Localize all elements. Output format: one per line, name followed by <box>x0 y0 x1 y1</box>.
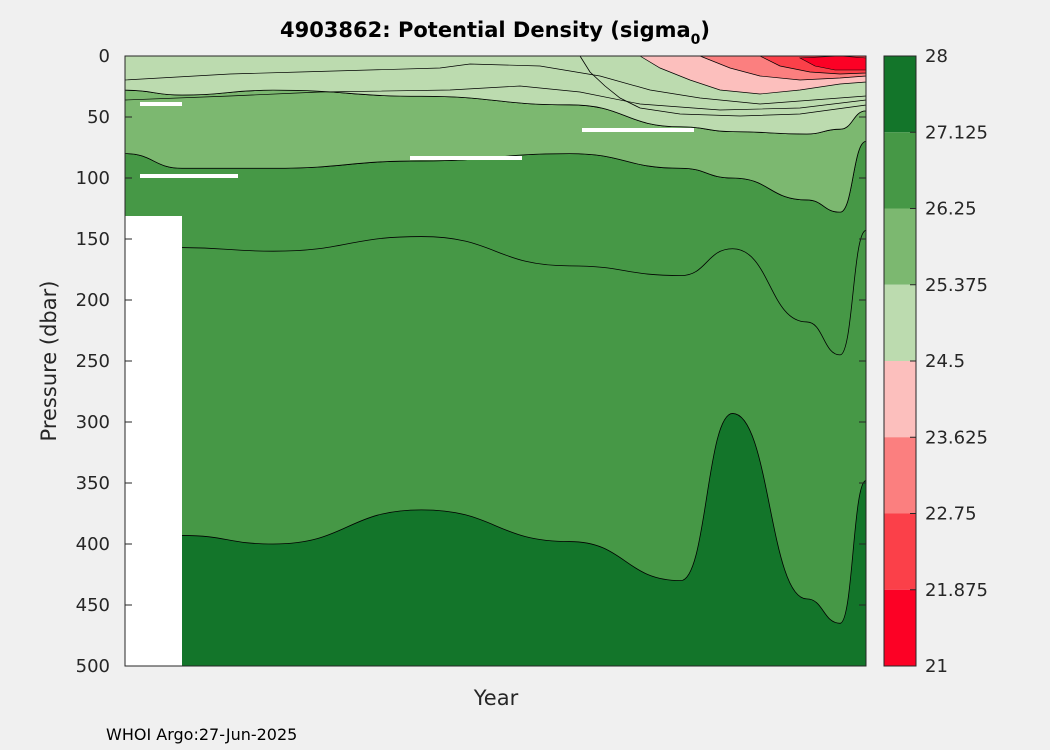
colorbar-segment <box>884 56 916 133</box>
colorbar-segment <box>884 437 916 514</box>
colorbar-segment <box>884 513 916 590</box>
y-tick-label: 150 <box>76 229 110 250</box>
colorbar-segment <box>884 208 916 285</box>
y-tick-label: 0 <box>99 46 110 67</box>
y-tick-label: 400 <box>76 534 110 555</box>
isopycnal-contour-lines <box>124 63 867 111</box>
colorbar-tick-label: 28 <box>925 46 948 67</box>
colorbar-segment <box>884 284 916 361</box>
y-tick-label: 450 <box>76 595 110 616</box>
isopycnal-26-25-line <box>182 230 867 356</box>
colorbar-tick-label: 24.5 <box>925 351 965 372</box>
y-tick-label: 300 <box>76 412 110 433</box>
footer-credit: WHOI Argo:27-Jun-2025 <box>106 725 298 744</box>
y-tick-label: 350 <box>76 473 110 494</box>
colorbar-tick-label: 27.125 <box>925 122 988 143</box>
y-axis-ticks: 0 50 100 150 200 250 300 350 400 450 500 <box>76 46 866 677</box>
colorbar-segment <box>884 361 916 438</box>
y-axis-label: Pressure (dbar) <box>37 281 61 442</box>
y-tick-label: 250 <box>76 351 110 372</box>
missing-data-streak <box>410 156 522 160</box>
colorbar-tick-label: 26.25 <box>925 199 977 220</box>
chart-title: 4903862: Potential Density (sigma0) <box>280 18 710 48</box>
missing-data-streak <box>582 128 694 132</box>
colorbar-segment <box>884 132 916 209</box>
missing-data-gap <box>125 216 182 666</box>
x-axis-label: Year <box>473 686 519 710</box>
missing-data-streak <box>140 174 238 178</box>
colorbar-tick-label: 22.75 <box>925 504 977 525</box>
y-tick-label: 50 <box>87 107 110 128</box>
missing-data-streak <box>140 102 182 106</box>
colorbar-tick-label: 23.625 <box>925 427 988 448</box>
colorbar-tick-label: 21 <box>925 656 948 677</box>
colorbar: 28 27.125 26.25 25.375 24.5 23.625 22.75 21.875… <box>883 46 988 677</box>
contour-plot-area <box>124 55 867 666</box>
y-tick-label: 100 <box>76 168 110 189</box>
y-tick-label: 200 <box>76 290 110 311</box>
colorbar-segment <box>884 589 916 666</box>
colorbar-tick-label: 21.875 <box>925 580 988 601</box>
y-tick-label: 500 <box>76 656 110 677</box>
colorbar-tick-label: 25.375 <box>925 275 988 296</box>
